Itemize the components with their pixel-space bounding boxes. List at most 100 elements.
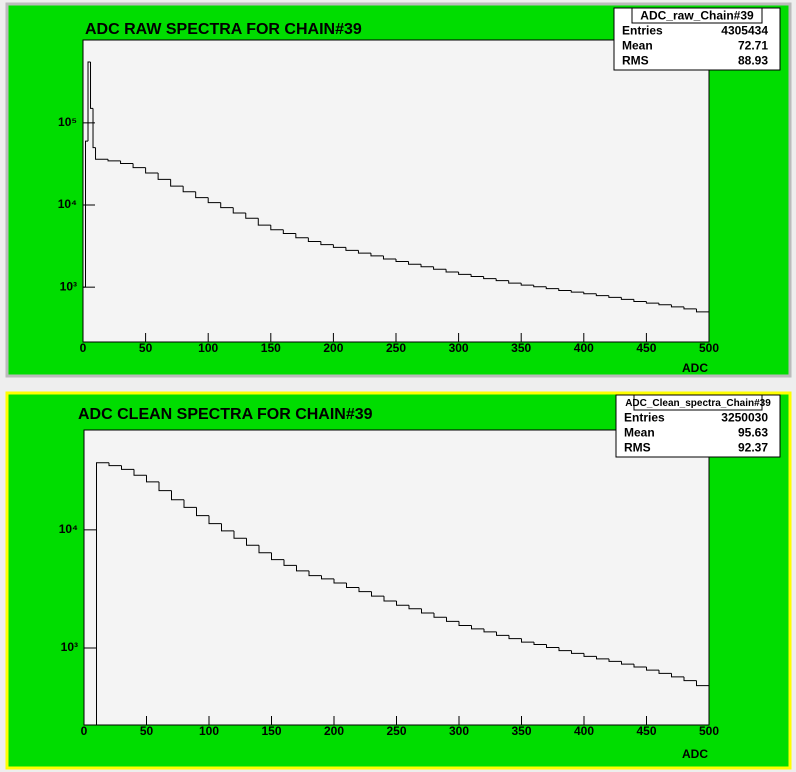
histogram-bin bbox=[670, 304, 684, 308]
y-tick-label: 10³ bbox=[60, 279, 77, 293]
histogram-bin bbox=[296, 565, 309, 572]
histogram-bin bbox=[520, 283, 534, 286]
histogram-bin bbox=[433, 266, 447, 270]
x-tick-label: 400 bbox=[574, 724, 594, 738]
x-tick-label: 350 bbox=[511, 724, 531, 738]
histogram-bin bbox=[246, 538, 259, 546]
histogram-bin bbox=[408, 605, 422, 610]
x-tick-label: 350 bbox=[511, 341, 531, 355]
histogram-bin bbox=[483, 276, 497, 280]
histogram-bin bbox=[85, 140, 89, 288]
histogram-bin bbox=[570, 290, 584, 293]
histogram-bin bbox=[121, 465, 134, 470]
histogram-bin bbox=[696, 680, 710, 725]
histogram-bin bbox=[107, 159, 121, 162]
histogram-bin bbox=[408, 261, 422, 265]
histogram-bin bbox=[471, 625, 484, 630]
histogram-bin bbox=[358, 587, 372, 593]
histogram-bin bbox=[132, 163, 146, 169]
x-tick-label: 400 bbox=[574, 341, 594, 355]
y-tick-label: 10⁴ bbox=[59, 522, 78, 536]
x-tick-label: 450 bbox=[636, 341, 656, 355]
histogram-bin bbox=[320, 241, 334, 246]
histogram-bin bbox=[496, 631, 509, 636]
stats-label: RMS bbox=[624, 441, 651, 455]
x-tick-label: 150 bbox=[261, 341, 281, 355]
y-tick-label: 10⁴ bbox=[58, 197, 77, 211]
x-axis-label: ADC bbox=[682, 361, 708, 375]
histogram-bin bbox=[633, 664, 647, 668]
histogram-bin bbox=[608, 295, 622, 298]
histogram-bin bbox=[683, 306, 697, 310]
x-tick-label: 300 bbox=[449, 724, 469, 738]
x-tick-label: 250 bbox=[386, 341, 406, 355]
stats-value: 3250030 bbox=[721, 411, 768, 425]
stats-label: Entries bbox=[624, 411, 665, 425]
histogram-bin bbox=[295, 233, 309, 239]
histogram-bin bbox=[521, 638, 534, 643]
histogram-bin bbox=[558, 288, 572, 292]
chart-title: ADC RAW SPECTRA FOR CHAIN#39 bbox=[85, 21, 362, 38]
histogram-bin bbox=[170, 179, 184, 187]
histogram-bin bbox=[283, 559, 297, 566]
histogram-bin bbox=[345, 247, 359, 251]
histogram-bin bbox=[370, 253, 384, 257]
histogram-bin bbox=[282, 229, 296, 234]
chart-title: ADC CLEAN SPECTRA FOR CHAIN#39 bbox=[78, 406, 373, 423]
x-tick-label: 50 bbox=[139, 341, 153, 355]
histogram-bin bbox=[208, 515, 222, 525]
histogram-bin bbox=[157, 173, 171, 180]
histogram-bin bbox=[695, 308, 710, 342]
histogram-bin bbox=[207, 197, 221, 204]
stats-title-box bbox=[631, 7, 763, 24]
histogram-bin bbox=[621, 661, 634, 665]
histogram-bin bbox=[620, 297, 634, 300]
stats-value: 92.37 bbox=[738, 441, 768, 455]
frame bbox=[83, 429, 710, 726]
histogram-bin bbox=[258, 545, 272, 554]
histogram-bin bbox=[307, 237, 321, 242]
histogram-bin bbox=[346, 582, 359, 589]
stats-value: 4305434 bbox=[721, 24, 768, 38]
stats-title-box bbox=[633, 394, 763, 411]
histogram-bin bbox=[645, 301, 659, 304]
histogram-bin bbox=[171, 490, 184, 501]
x-tick-label: 50 bbox=[140, 724, 154, 738]
histogram-bin bbox=[220, 202, 234, 209]
histogram-bin bbox=[108, 462, 122, 467]
histogram-bin bbox=[683, 676, 697, 682]
histogram-bin bbox=[658, 670, 672, 674]
x-tick-label: 200 bbox=[323, 341, 343, 355]
y-tick-label: 10⁵ bbox=[58, 115, 77, 129]
histogram-bin bbox=[90, 62, 94, 109]
histogram-bin bbox=[558, 647, 572, 652]
histogram-bin bbox=[421, 608, 434, 614]
histogram-bin bbox=[245, 212, 259, 219]
histogram-bin bbox=[221, 523, 234, 532]
histogram-bin bbox=[583, 653, 597, 657]
histogram-bin bbox=[383, 596, 397, 602]
histogram-bin bbox=[446, 617, 459, 622]
x-tick-label: 200 bbox=[324, 724, 344, 738]
histogram-bin bbox=[633, 299, 647, 302]
histogram-bin bbox=[595, 293, 609, 297]
histogram-bin bbox=[483, 628, 497, 633]
histogram-bin bbox=[433, 612, 447, 618]
histogram-bin bbox=[158, 481, 172, 492]
histogram-bin bbox=[333, 578, 347, 584]
histogram-bin bbox=[232, 207, 246, 214]
x-tick-label: 0 bbox=[81, 724, 88, 738]
histogram-bin bbox=[545, 286, 559, 290]
histogram-bin bbox=[195, 191, 209, 199]
histogram-bin bbox=[395, 259, 409, 263]
histogram-bin bbox=[646, 667, 659, 671]
x-axis-label: ADC bbox=[682, 747, 708, 761]
histogram-bin bbox=[332, 244, 346, 248]
histogram-bin bbox=[145, 167, 159, 174]
histogram-bin bbox=[96, 462, 109, 725]
histogram-bin bbox=[182, 186, 196, 193]
stats-label: Entries bbox=[622, 24, 663, 38]
histogram-bin bbox=[445, 269, 459, 273]
y-tick-label: 10³ bbox=[61, 640, 78, 654]
